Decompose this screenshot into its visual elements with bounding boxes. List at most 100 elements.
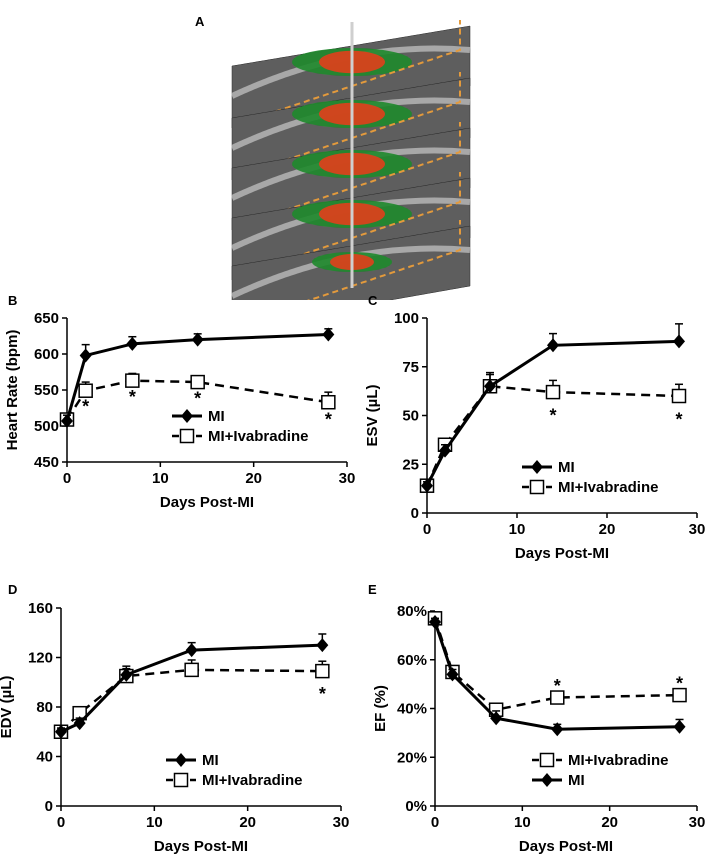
data-point-square [321, 394, 336, 410]
x-tick-label: 20 [245, 470, 262, 487]
legend-marker-square [173, 772, 189, 788]
chart-e: 0% 20% 40% 60% 80% 0 10 20 30 Days Post-MI EF (%) *… [372, 603, 705, 855]
legend-label: MI [558, 459, 575, 476]
x-tick-label: 10 [509, 521, 526, 538]
y-tick-label: 550 [34, 382, 59, 399]
legend-entry: MI+Ivabradine [532, 752, 668, 769]
x-tick-label: 20 [239, 814, 256, 831]
x-tick-label: 0 [431, 814, 439, 831]
legend-label: MI+Ivabradine [202, 772, 302, 789]
data-point-square [419, 478, 435, 493]
data-point-square [482, 379, 498, 394]
x-tick-label: 0 [63, 470, 71, 487]
echo-3d-slice-stack [230, 20, 471, 300]
series-mi [429, 614, 686, 737]
legend-entry: MI [522, 459, 575, 476]
legend-label: MI [568, 772, 585, 789]
y-tick-label: 0% [405, 798, 427, 815]
y-tick-label: 100 [394, 310, 419, 327]
data-point-diamond [490, 711, 503, 726]
legend-marker-square [529, 479, 545, 495]
data-point-diamond [120, 667, 133, 682]
legend-marker-diamond [541, 773, 553, 787]
chart-d: 0 40 80 120 160 0 10 20 30 Days Post-MI EDV (µL) * M… [0, 600, 349, 855]
legend-label: MI [202, 752, 219, 769]
data-point-diamond [322, 327, 335, 342]
data-point-square [315, 663, 330, 679]
y-axis-label: ESV (µL) [364, 385, 381, 447]
data-point-square [72, 705, 87, 721]
y-axis-label: EF (%) [372, 685, 389, 732]
legend-entry: MI [166, 752, 219, 769]
series-line [425, 384, 680, 487]
y-tick-label: 60% [397, 652, 427, 669]
y-tick-label: 0 [45, 798, 53, 815]
legend-label: MI [208, 408, 225, 425]
significance-star: * [675, 409, 682, 429]
y-tick-label: 450 [34, 454, 59, 471]
series-line [60, 643, 323, 734]
legend-entry: MI+Ivabradine [522, 479, 658, 496]
y-tick-label: 25 [402, 456, 419, 473]
data-point-square [78, 383, 93, 398]
data-point-diamond [185, 643, 198, 658]
data-point-diamond [61, 413, 73, 428]
legend-marker-diamond [181, 409, 193, 423]
x-axis-label: Days Post-MI [160, 494, 254, 511]
data-point-square [119, 668, 134, 684]
data-point-square [190, 374, 205, 390]
data-point-diamond [316, 638, 329, 653]
data-point-square [125, 373, 140, 388]
data-point-square [437, 437, 453, 452]
legend-marker-square [539, 752, 555, 768]
chart-b: 450 500 550 600 650 0 10 20 30 Days Post-MI Heart … [4, 310, 355, 511]
data-point-square [488, 702, 504, 717]
series-mi [61, 327, 335, 428]
panel-label-e: E [368, 582, 377, 597]
data-point-diamond [484, 379, 496, 394]
data-point-square [671, 388, 687, 404]
panel-label-c: C [368, 293, 378, 308]
x-tick-label: 10 [514, 814, 531, 831]
x-tick-label: 0 [57, 814, 65, 831]
x-tick-label: 10 [152, 470, 169, 487]
y-tick-label: 650 [34, 310, 59, 327]
series-mi [55, 633, 329, 739]
series-line [60, 668, 323, 733]
data-point-diamond [421, 478, 433, 493]
y-tick-label: 75 [402, 359, 419, 376]
significance-star: * [676, 674, 683, 694]
panel-label-d: D [8, 582, 18, 597]
data-point-diamond [673, 719, 686, 734]
series-line [425, 339, 680, 487]
data-point-diamond [446, 667, 459, 682]
x-tick-label: 0 [423, 521, 431, 538]
series-mi-ivabradine [427, 611, 687, 717]
data-point-diamond [73, 716, 86, 731]
data-point-diamond [55, 724, 67, 739]
legend-marker-diamond [175, 753, 187, 767]
series-mi-ivabradine [419, 373, 687, 493]
data-point-square [184, 662, 199, 678]
legend-entry: MI [532, 772, 585, 789]
data-point-diamond [79, 348, 92, 363]
legend-marker-diamond [531, 460, 543, 474]
data-point-square [545, 384, 561, 400]
x-tick-label: 30 [689, 521, 706, 538]
significance-star: * [319, 684, 326, 704]
x-axis-label: Days Post-MI [515, 545, 609, 562]
data-point-square [53, 724, 69, 739]
series-mi-ivabradine [53, 659, 330, 739]
data-point-diamond [126, 336, 139, 351]
significance-star: * [325, 409, 332, 429]
data-point-diamond [673, 334, 685, 349]
y-tick-label: 160 [28, 600, 53, 617]
data-point-square [427, 611, 443, 626]
x-tick-label: 20 [601, 814, 618, 831]
data-point-square [550, 690, 565, 705]
legend-label: MI+Ivabradine [568, 752, 668, 769]
series-line [65, 379, 329, 421]
y-tick-label: 40 [36, 749, 53, 766]
data-point-square [445, 664, 460, 680]
series-line [433, 617, 680, 712]
